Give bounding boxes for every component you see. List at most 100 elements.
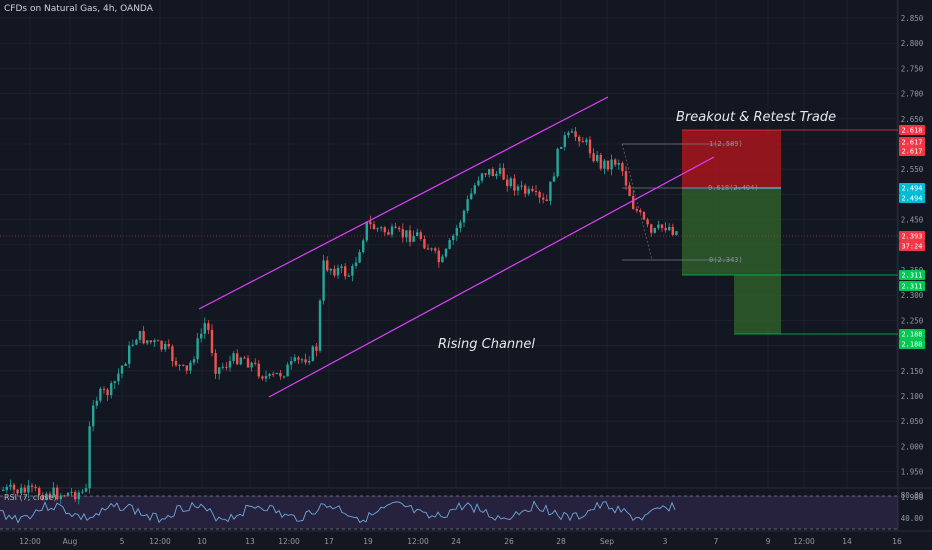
candle: [164, 341, 167, 352]
candle: [257, 360, 260, 379]
candle: [74, 489, 77, 502]
candle: [401, 223, 404, 243]
candle: [282, 375, 286, 379]
candle: [488, 168, 491, 178]
candle: [552, 172, 556, 182]
candle: [135, 338, 138, 345]
channel-lower-line[interactable]: [268, 156, 715, 398]
candle: [84, 483, 88, 493]
price-tick-label: 2.550: [901, 165, 924, 174]
candle: [106, 388, 109, 401]
svg-text:2.311: 2.311: [901, 283, 922, 291]
candle: [66, 492, 70, 497]
candle: [203, 317, 206, 340]
candle: [315, 342, 318, 357]
candle: [250, 361, 253, 372]
stop-loss-zone-1[interactable]: [682, 130, 734, 187]
time-tick-label: 13: [245, 537, 255, 546]
candle: [272, 371, 275, 378]
time-tick-label: 12:00: [407, 537, 429, 546]
candle: [174, 357, 178, 367]
time-tick-label: 12:00: [793, 537, 815, 546]
time-axis[interactable]: 12:00 Aug 5 12:00 10 13 12:00 17 19 12:00 24 26 28 Se…: [19, 537, 902, 546]
fib-level-0: 0(2.343): [709, 256, 743, 264]
trade-annotation[interactable]: Breakout & Retest Trade: [676, 110, 837, 125]
candle: [498, 163, 502, 177]
candle: [434, 246, 437, 254]
candle: [491, 167, 494, 177]
candle: [354, 257, 358, 269]
candle: [650, 223, 653, 237]
candle: [390, 223, 394, 238]
channel-upper-line[interactable]: [198, 96, 609, 310]
candle: [556, 147, 559, 179]
time-tick-label: 24: [451, 537, 461, 546]
candle: [495, 171, 498, 180]
time-tick-label: Aug: [63, 537, 78, 546]
price-tag: 2.617: [899, 146, 925, 156]
price-tick-label: 2.850: [901, 14, 924, 23]
candle: [444, 247, 448, 259]
candle: [23, 484, 26, 494]
candle: [239, 356, 242, 366]
candle: [408, 225, 412, 247]
rsi-indicator-label[interactable]: RSI (7, close): [4, 493, 57, 502]
price-tick-label: 2.100: [901, 392, 924, 401]
candle: [527, 186, 530, 196]
candle: [624, 166, 628, 190]
candle: [596, 150, 599, 163]
price-tick-label: 2.150: [901, 367, 924, 376]
candle: [380, 225, 383, 232]
candle: [218, 366, 221, 380]
candle: [520, 180, 523, 190]
candle: [502, 163, 505, 181]
candle: [232, 351, 235, 364]
candle: [351, 263, 354, 282]
svg-text:2.494: 2.494: [901, 185, 922, 193]
candle: [480, 172, 484, 184]
candle: [358, 249, 361, 264]
candle: [178, 364, 181, 371]
symbol-title[interactable]: CFDs on Natural Gas, 4h, OANDA: [4, 4, 153, 14]
price-tick-label: 2.800: [901, 39, 924, 48]
fib-level-0618: 0.618(2.494): [708, 184, 759, 192]
candle: [455, 224, 458, 242]
candle: [246, 355, 250, 368]
price-tick-label: 2.050: [901, 417, 924, 426]
price-tick-label: 2.750: [901, 64, 924, 73]
candle: [387, 229, 390, 236]
price-tag: 2.494: [899, 183, 925, 193]
candle: [581, 137, 584, 143]
time-tick-label: 5: [120, 537, 125, 546]
candle: [617, 159, 620, 170]
candle: [405, 230, 408, 243]
take-profit-zone-2[interactable]: [734, 189, 781, 334]
candle: [347, 273, 350, 277]
candle: [5, 484, 8, 494]
candle: [578, 135, 581, 147]
candle: [138, 330, 142, 343]
price-tag: 2.393: [899, 231, 925, 241]
candle: [322, 254, 325, 305]
take-profit-zone-1[interactable]: [682, 189, 734, 275]
candle: [210, 324, 214, 357]
price-tag: 2.311: [899, 281, 925, 291]
stop-loss-zone-2[interactable]: [734, 130, 781, 187]
candle: [545, 194, 548, 202]
candle: [171, 344, 174, 367]
svg-text:2.494: 2.494: [901, 195, 922, 203]
price-axis[interactable]: 2.8502.8002.7502.7002.6502.6002.5502.500…: [901, 14, 924, 523]
candle: [628, 181, 631, 197]
channel-annotation[interactable]: Rising Channel: [438, 337, 536, 352]
candle: [308, 356, 311, 365]
candle: [524, 183, 527, 198]
candle: [41, 492, 44, 501]
candle: [657, 220, 660, 231]
candle: [606, 160, 610, 172]
candle: [412, 230, 415, 243]
candle: [506, 174, 509, 192]
candle: [318, 298, 322, 353]
candle: [570, 128, 574, 133]
candle: [671, 223, 674, 237]
